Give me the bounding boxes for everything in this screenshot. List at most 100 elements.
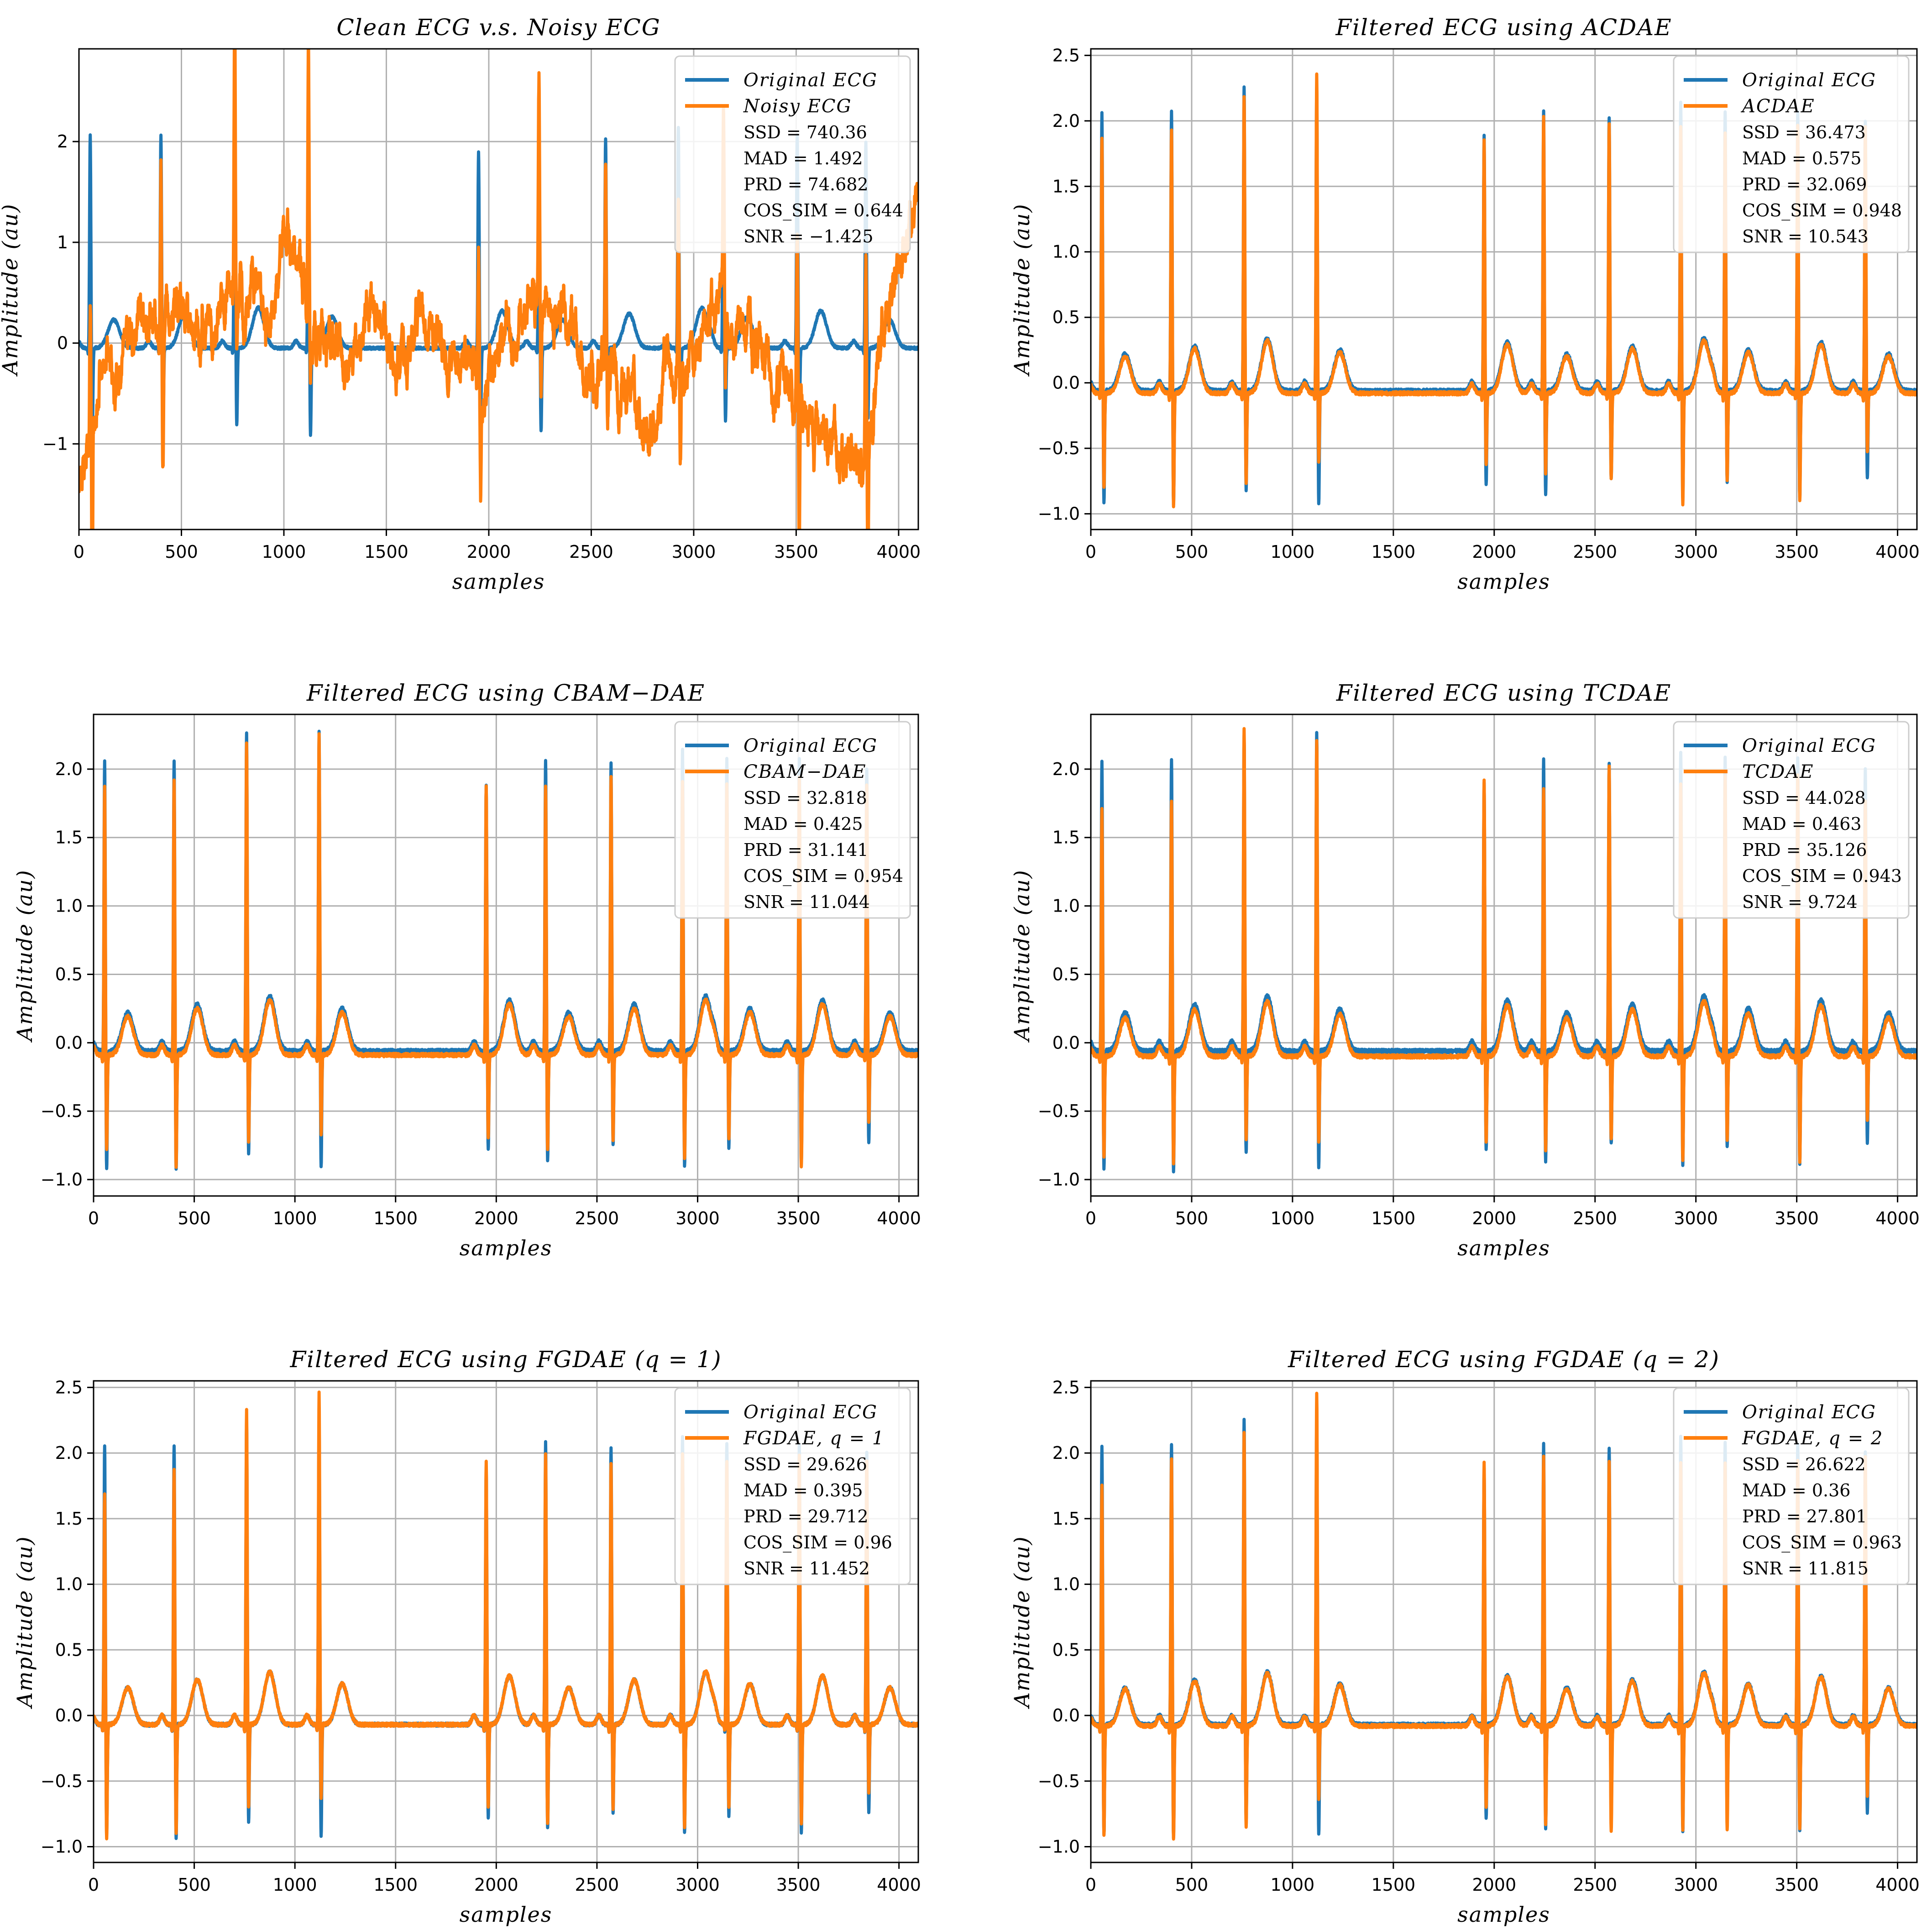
x-tick-label: 2000 (1472, 542, 1516, 562)
legend-label: Original ECG (1742, 70, 1876, 91)
y-tick-label: 1.5 (1052, 176, 1080, 196)
chart-panel-4: 0 500 1000 1500 2000 2500 3000 3500 4000 −1.0 −0.5… (1010, 680, 1920, 1260)
x-tick-label: 3000 (675, 1875, 720, 1895)
x-tick-label: 2000 (474, 1875, 518, 1895)
x-tick-label: 2500 (1573, 542, 1617, 562)
x-tick-label: 3500 (776, 1208, 821, 1228)
y-tick-label: 2.5 (1052, 45, 1080, 65)
y-tick-label: −1.0 (41, 1837, 83, 1857)
x-tick-label: 1000 (273, 1875, 317, 1895)
metric-ssd: SSD = 26.622 (1742, 1454, 1866, 1474)
y-tick-label: 1.5 (1052, 828, 1080, 848)
x-tick-label: 2000 (474, 1208, 518, 1228)
metric-cos-sim: COS_SIM = 0.954 (743, 866, 903, 886)
x-axis-label: samples (452, 569, 545, 594)
y-tick-label: 1.5 (55, 1509, 83, 1529)
x-tick-label: 1500 (1371, 542, 1415, 562)
legend-label: Original ECG (1742, 735, 1876, 756)
legend-box (674, 1387, 911, 1585)
x-tick-label: 1500 (373, 1875, 418, 1895)
legend-label: CBAM−DAE (743, 761, 867, 782)
x-tick-label: 0 (1085, 542, 1096, 562)
metric-cos-sim: COS_SIM = 0.96 (743, 1532, 892, 1553)
x-tick-label: 3000 (672, 542, 716, 562)
metric-ssd: SSD = 29.626 (743, 1454, 867, 1474)
x-tick-label: 3500 (774, 542, 818, 562)
chart-title: Filtered ECG using FGDAE (q = 2) (1288, 1346, 1720, 1373)
y-tick-label: −1.0 (1038, 1170, 1080, 1190)
series-line-filtered (94, 1390, 918, 1841)
metric-mad: MAD = 0.395 (743, 1480, 863, 1500)
metric-ssd: SSD = 36.473 (1742, 122, 1866, 142)
y-tick-label: 2.0 (1052, 1443, 1080, 1463)
y-tick-label: 0.0 (55, 1705, 83, 1725)
y-tick-label: 2.0 (1052, 759, 1080, 779)
x-tick-label: 1000 (1271, 1875, 1315, 1895)
x-tick-label: 1000 (273, 1208, 317, 1228)
y-tick-label: 0.5 (55, 1640, 83, 1660)
axes-frame (1090, 713, 1918, 1197)
y-axis-label: Amplitude (au) (12, 1536, 37, 1709)
y-tick-label: 2.0 (55, 759, 83, 779)
y-tick-label: 1.5 (55, 828, 83, 848)
legend-label: ACDAE (1740, 96, 1815, 117)
metric-mad: MAD = 0.463 (1742, 814, 1862, 834)
x-tick-label: 4000 (1875, 542, 1920, 562)
axes-frame (78, 48, 919, 530)
chart-title: Filtered ECG using ACDAE (1335, 14, 1672, 41)
metric-snr: SNR = 11.815 (1742, 1558, 1869, 1579)
series-line-original (1091, 731, 1917, 1174)
y-axis-label: Amplitude (au) (0, 203, 22, 377)
x-tick-label: 2500 (575, 1208, 619, 1228)
x-tick-label: 2500 (1573, 1208, 1617, 1228)
x-tick-label: 2500 (575, 1875, 619, 1895)
y-tick-label: 2.5 (1052, 1377, 1080, 1397)
y-tick-label: 0 (57, 333, 68, 353)
y-tick-label: 1.0 (1052, 242, 1080, 262)
metric-mad: MAD = 1.492 (743, 148, 863, 168)
legend: Original ECG CBAM−DAE SSD = 32.818 MAD = 0.… (674, 721, 911, 919)
y-tick-label: 1.0 (1052, 896, 1080, 916)
x-tick-label: 500 (165, 542, 198, 562)
y-tick-label: 1.0 (1052, 1574, 1080, 1594)
series-line-filtered (1091, 72, 1917, 509)
y-tick-label: −1.0 (1038, 1837, 1080, 1857)
legend-box (1673, 721, 1910, 919)
y-tick-label: 1.5 (1052, 1509, 1080, 1529)
metric-prd: PRD = 31.141 (743, 840, 869, 860)
y-tick-label: −0.5 (41, 1101, 83, 1121)
legend-label: Original ECG (743, 735, 878, 756)
grid (1090, 49, 1917, 530)
legend-box (1673, 1387, 1910, 1585)
y-tick-label: 0.0 (1052, 1033, 1080, 1053)
legend-label: FGDAE, q = 1 (743, 1428, 885, 1449)
metric-prd: PRD = 27.801 (1742, 1506, 1867, 1526)
x-tick-label: 1500 (1371, 1208, 1415, 1228)
x-axis-label: samples (460, 1236, 553, 1260)
legend-label: Noisy ECG (743, 96, 852, 117)
y-tick-label: −1.0 (1038, 504, 1080, 524)
y-tick-label: 0.0 (55, 1033, 83, 1053)
x-tick-label: 2000 (1472, 1208, 1516, 1228)
y-tick-label: −0.5 (41, 1771, 83, 1791)
metric-ssd: SSD = 44.028 (1742, 788, 1866, 808)
metric-ssd: SSD = 740.36 (743, 122, 867, 142)
chart-title: Filtered ECG using TCDAE (1336, 680, 1672, 706)
x-tick-label: 2000 (467, 542, 511, 562)
x-tick-label: 4000 (1875, 1875, 1920, 1895)
series-line-filtered (94, 732, 918, 1169)
x-tick-label: 3000 (1674, 1208, 1718, 1228)
x-tick-label: 3500 (1775, 1208, 1819, 1228)
y-axis-label: Amplitude (au) (1010, 1536, 1034, 1709)
x-tick-label: 0 (73, 542, 84, 562)
metric-prd: PRD = 29.712 (743, 1506, 869, 1526)
chart-panel-3: 0 500 1000 1500 2000 2500 3000 3500 4000 −1.0 −0.5… (12, 680, 921, 1260)
legend: Original ECG FGDAE, q = 2 SSD = 26.622 MAD … (1673, 1387, 1910, 1585)
x-tick-label: 3500 (1775, 1875, 1819, 1895)
axes-frame (93, 713, 919, 1197)
x-tick-label: 0 (88, 1875, 99, 1895)
metric-mad: MAD = 0.575 (1742, 148, 1862, 168)
legend-label: Original ECG (743, 70, 878, 91)
metric-mad: MAD = 0.36 (1742, 1480, 1850, 1500)
